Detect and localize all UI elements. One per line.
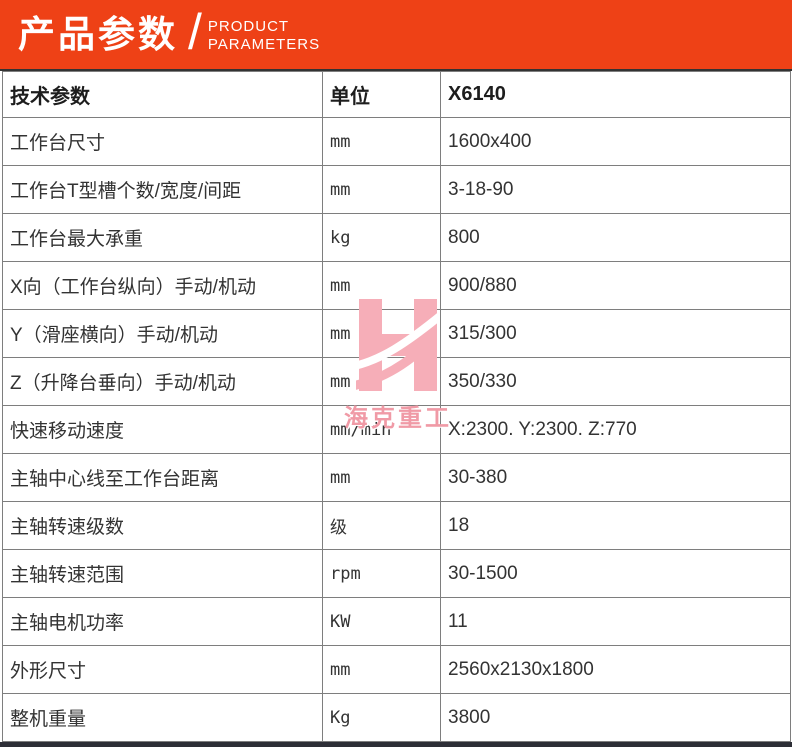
table-row: 快速移动速度 mm/min X:2300. Y:2300. Z:770 — [2, 405, 791, 454]
value-cell: 315/300 — [440, 309, 791, 358]
unit-cell: 级 — [322, 501, 441, 550]
param-cell: 主轴电机功率 — [2, 597, 323, 646]
table-row: 主轴中心线至工作台距离 mm 30-380 — [2, 453, 791, 502]
value-cell: 900/880 — [440, 261, 791, 310]
col-header-unit: 单位 — [322, 71, 441, 118]
param-cell: 工作台尺寸 — [2, 117, 323, 166]
table-row: 工作台尺寸 mm 1600x400 — [2, 117, 791, 166]
table-row: 主轴转速级数 级 18 — [2, 501, 791, 550]
page-subtitle-line2: PARAMETERS — [207, 35, 321, 53]
unit-cell: mm — [322, 453, 441, 502]
value-cell: 3800 — [440, 693, 791, 742]
table-header-row: 技术参数 单位 X6140 — [2, 71, 791, 118]
table-row: 主轴转速范围 rpm 30-1500 — [2, 549, 791, 598]
table-row: 外形尺寸 mm 2560x2130x1800 — [2, 645, 791, 694]
unit-cell: mm — [322, 357, 441, 406]
param-cell: 整机重量 — [2, 693, 323, 742]
param-cell: 主轴中心线至工作台距离 — [2, 453, 323, 502]
value-cell: 800 — [440, 213, 791, 262]
param-cell: 快速移动速度 — [2, 405, 323, 454]
unit-cell: KW — [322, 597, 441, 646]
title-divider-slash: / — [188, 4, 202, 60]
value-cell: 30-1500 — [440, 549, 791, 598]
param-cell: 主轴转速级数 — [2, 501, 323, 550]
table-row: 工作台最大承重 kg 800 — [2, 213, 791, 262]
value-cell: 18 — [440, 501, 791, 550]
unit-cell: kg — [322, 213, 441, 262]
unit-cell: mm — [322, 645, 441, 694]
table-row: 主轴电机功率 KW 11 — [2, 597, 791, 646]
value-cell: 30-380 — [440, 453, 791, 502]
page-title: 产品参数 — [18, 14, 178, 55]
table-row: Y（滑座横向）手动/机动 mm 315/300 — [2, 309, 791, 358]
param-cell: Z（升降台垂向）手动/机动 — [2, 357, 323, 406]
param-cell: 外形尺寸 — [2, 645, 323, 694]
value-cell: 3-18-90 — [440, 165, 791, 214]
table-row: X向（工作台纵向）手动/机动 mm 900/880 — [2, 261, 791, 310]
value-cell: X:2300. Y:2300. Z:770 — [440, 405, 791, 454]
unit-cell: mm — [322, 165, 441, 214]
param-cell: X向（工作台纵向）手动/机动 — [2, 261, 323, 310]
spec-table: 技术参数 单位 X6140 工作台尺寸 mm 1600x400 工作台T型槽个数… — [2, 71, 791, 742]
value-cell: 11 — [440, 597, 791, 646]
param-cell: 工作台T型槽个数/宽度/间距 — [2, 165, 323, 214]
col-header-parameter: 技术参数 — [2, 71, 323, 118]
unit-cell: mm — [322, 309, 441, 358]
value-cell: 1600x400 — [440, 117, 791, 166]
param-cell: Y（滑座横向）手动/机动 — [2, 309, 323, 358]
unit-cell: Kg — [322, 693, 441, 742]
param-cell: 工作台最大承重 — [2, 213, 323, 262]
col-header-model: X6140 — [440, 71, 791, 118]
page-header-banner: 产品参数 / PRODUCT PARAMETERS — [0, 0, 792, 71]
unit-cell: rpm — [322, 549, 441, 598]
page-subtitle: PRODUCT PARAMETERS — [208, 18, 320, 54]
unit-cell: mm/min — [322, 405, 441, 454]
table-row: 工作台T型槽个数/宽度/间距 mm 3-18-90 — [2, 165, 791, 214]
unit-cell: mm — [322, 261, 441, 310]
param-cell: 主轴转速范围 — [2, 549, 323, 598]
table-row: Z（升降台垂向）手动/机动 mm 350/330 — [2, 357, 791, 406]
value-cell: 350/330 — [440, 357, 791, 406]
bottom-accent-bar — [0, 742, 792, 747]
table-row: 整机重量 Kg 3800 — [2, 693, 791, 742]
value-cell: 2560x2130x1800 — [440, 645, 791, 694]
unit-cell: mm — [322, 117, 441, 166]
page-subtitle-line1: PRODUCT — [207, 17, 290, 35]
